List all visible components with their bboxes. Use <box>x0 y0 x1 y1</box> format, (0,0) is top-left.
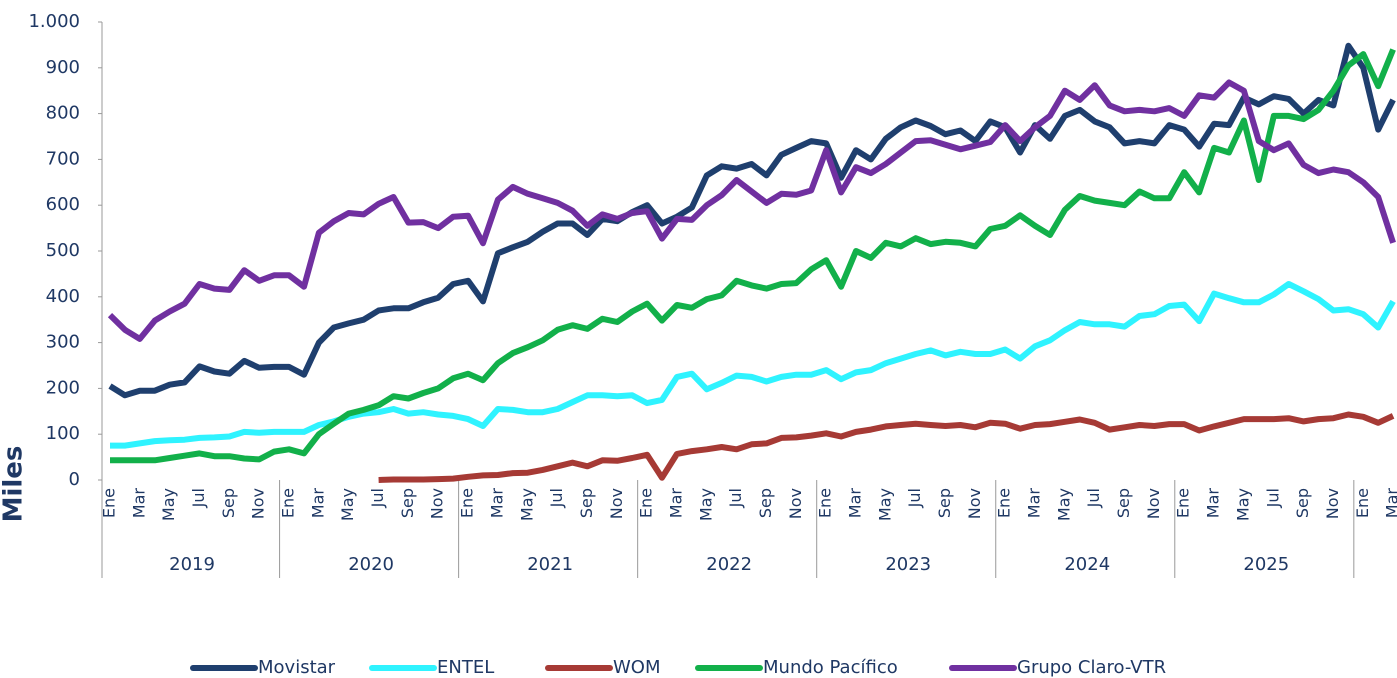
x-tick-label: Ene <box>637 488 656 518</box>
x-tick-label: Mar <box>846 488 865 519</box>
x-tick-label: Jul <box>189 488 208 508</box>
series-line <box>110 281 1396 449</box>
x-tick-label: Jul <box>726 488 745 508</box>
x-tick-label: Ene <box>995 488 1014 518</box>
x-tick-label: May <box>517 488 536 521</box>
y-tick-label: 1.000 <box>28 11 80 32</box>
y-tick-label: 700 <box>46 148 80 169</box>
y-tick-label: 200 <box>46 377 80 398</box>
legend-label: Mundo Pacífico <box>763 657 898 678</box>
x-tick-label: Sep <box>577 488 596 518</box>
series-line <box>378 411 1395 483</box>
y-tick-label: 300 <box>46 332 80 353</box>
x-tick-label: Ene <box>1174 488 1193 518</box>
x-tick-label: May <box>1233 488 1252 521</box>
x-tick-label: Mar <box>1025 488 1044 519</box>
x-tick-label: Sep <box>398 488 417 518</box>
x-tick-label: Nov <box>965 488 984 519</box>
x-tick-label: Jul <box>368 488 387 508</box>
x-tick-label: Nov <box>786 488 805 519</box>
x-tick-label: Nov <box>1323 488 1342 519</box>
x-tick-label: Nov <box>607 488 626 519</box>
y-tick-label: 400 <box>46 286 80 307</box>
x-tick-label: Jul <box>547 488 566 508</box>
x-group-label: 2020 <box>348 554 394 575</box>
series-line <box>107 79 1396 342</box>
x-group-label: 2022 <box>706 554 752 575</box>
x-tick-label: Ene <box>1353 488 1372 518</box>
x-tick-label: May <box>159 488 178 521</box>
x-tick-label: Nov <box>249 488 268 519</box>
y-axis-label: Miles <box>0 446 29 523</box>
x-tick-label: Nov <box>428 488 447 519</box>
x-group-label: 2023 <box>885 554 931 575</box>
x-tick-label: Mar <box>129 488 148 519</box>
x-tick-label: Mar <box>487 488 506 519</box>
x-group-label: 2024 <box>1064 554 1110 575</box>
legend-label: Grupo Claro-VTR <box>1017 657 1166 678</box>
x-tick-label: Sep <box>219 488 238 518</box>
x-tick-label: Mar <box>308 488 327 519</box>
x-tick-label: May <box>1054 488 1073 521</box>
x-tick-label: Jul <box>905 488 924 508</box>
x-tick-label: Ene <box>458 488 477 518</box>
x-tick-label: Ene <box>279 488 298 518</box>
y-tick-label: 0 <box>69 469 80 490</box>
x-group-label: 2025 <box>1243 554 1289 575</box>
y-tick-label: 800 <box>46 103 80 124</box>
legend-label: Movistar <box>258 657 336 678</box>
y-tick-label: 100 <box>46 423 80 444</box>
x-tick-label: May <box>338 488 357 521</box>
x-group-label: 2019 <box>169 554 215 575</box>
legend-label: WOM <box>613 657 661 678</box>
x-tick-label: Sep <box>1114 488 1133 518</box>
x-tick-label: Mar <box>666 488 685 519</box>
x-tick-label: Sep <box>935 488 954 518</box>
x-group-label: 2021 <box>527 554 573 575</box>
series-line <box>108 42 1396 399</box>
y-tick-label: 500 <box>46 240 80 261</box>
x-tick-label: Ene <box>816 488 835 518</box>
x-tick-label: Jul <box>1084 488 1103 508</box>
y-tick-label: 600 <box>46 194 80 215</box>
series-line <box>110 48 1396 464</box>
x-tick-label: Sep <box>1293 488 1312 518</box>
x-tick-label: Nov <box>1144 488 1163 519</box>
x-tick-label: Ene <box>100 488 119 518</box>
x-tick-label: Jul <box>1263 488 1282 508</box>
legend-label: ENTEL <box>437 657 494 678</box>
x-tick-label: May <box>696 488 715 521</box>
x-tick-label: Mar <box>1383 488 1397 519</box>
x-tick-label: Sep <box>756 488 775 518</box>
x-tick-label: Mar <box>1204 488 1223 519</box>
y-tick-label: 900 <box>46 57 80 78</box>
x-tick-label: May <box>875 488 894 521</box>
